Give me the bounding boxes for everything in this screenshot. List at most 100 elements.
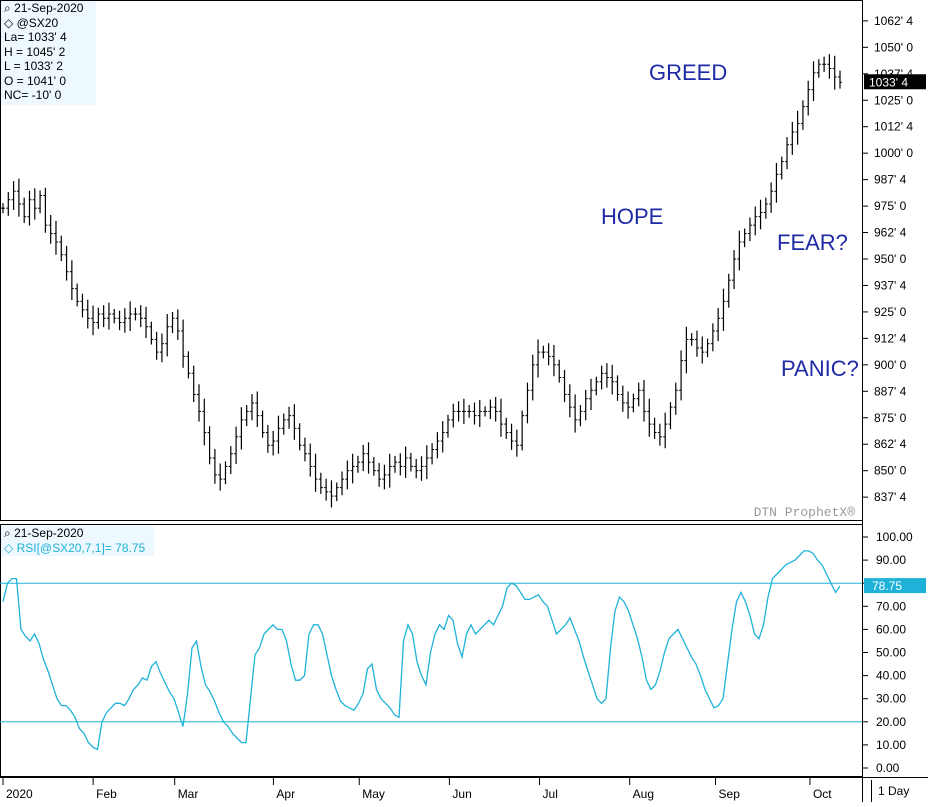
ohlc-bar [758,199,763,230]
ohlc-bar [589,378,594,411]
ohlc-bar [779,156,784,180]
ohlc-bar [573,394,578,433]
price-y-tick-label: 1012' 4 [874,120,913,134]
ohlc-bar [27,190,32,226]
ohlc-bar [769,182,774,213]
x-tick-label: Jul [543,787,558,801]
rsi-info-box: ⌕ 21-Sep-2020 ◇ RSI[@SX20,7,1]= 78.75 [1,526,154,556]
ohlc-bar [747,217,752,242]
ohlc-bar [567,384,572,418]
ohlc-bar [43,187,48,233]
info-symbol: ◇ @SX20 [4,15,59,30]
x-tick-label: Aug [633,787,654,801]
ohlc-bar [430,443,435,465]
ohlc-bar [721,288,726,331]
ohlc-bar [59,235,64,262]
ohlc-bar [615,375,620,401]
ohlc-bar [456,401,461,422]
diamond-icon: ◇ [4,15,14,30]
ohlc-bar [626,391,631,419]
ohlc-bar [763,197,768,219]
ohlc-bar [753,206,758,236]
x-tick-label: Mar [178,787,199,801]
ohlc-bar [795,110,800,145]
info-high: H = 1045' 2 [4,44,66,59]
ohlc-bar [313,453,318,492]
rsi-y-tick-label: 60.00 [876,622,906,636]
ohlc-bar [101,305,106,328]
ohlc-bar [16,178,21,217]
ohlc-bar [117,310,122,331]
ohlc-bar [557,359,562,383]
ohlc-bar [159,333,164,363]
price-panel-frame [0,0,863,521]
ohlc-bar [138,305,143,328]
ohlc-bar [488,399,493,420]
ohlc-bar [806,80,811,116]
panic-annotation: PANIC? [781,356,859,381]
ohlc-bar [244,405,249,427]
ohlc-bar [393,455,398,473]
greed-annotation: GREED [649,60,727,85]
ohlc-bar [197,384,202,422]
ohlc-bar [186,351,191,379]
ohlc-bar [366,442,371,474]
ohlc-bar [594,376,599,396]
ohlc-bar [64,245,69,281]
ohlc-bar [790,121,795,155]
ohlc-bar [679,350,684,401]
ohlc-bar [387,453,392,488]
price-y-tick-label: 900' 0 [874,358,907,372]
ohlc-bar [424,445,429,480]
ohlc-bar [610,364,615,395]
ohlc-bar [520,410,525,451]
ohlc-bar [700,336,705,364]
ohlc-bar [414,458,419,479]
ohlc-bar [408,452,413,472]
ohlc-bar [1,203,5,214]
ohlc-bar [96,307,101,329]
rsi-y-tick-label: 20.00 [876,715,906,729]
price-y-tick-label: 1062' 4 [874,14,913,28]
price-y-tick-label: 1050' 0 [874,40,913,54]
rsi-value-tag-text: 78.75 [872,579,902,593]
timeframe-label[interactable]: 1 Day [878,784,909,798]
price-y-tick-label: 962' 4 [874,226,907,240]
price-y-tick-label: 950' 0 [874,252,907,266]
ohlc-bar [551,344,556,377]
ohlc-bar [472,402,477,425]
ohlc-bar [578,405,583,427]
ohlc-bar [445,414,450,438]
ohlc-bar [689,333,694,346]
ohlc-bar [170,311,175,334]
ohlc-bar [297,423,302,451]
ohlc-bar [361,444,366,472]
ohlc-bar [710,323,715,352]
ohlc-bar [48,214,53,244]
price-y-tick-label: 850' 0 [874,464,907,478]
ohlc-bar [398,453,403,476]
rsi-y-tick-label: 10.00 [876,738,906,752]
ohlc-bar [334,482,339,502]
ohlc-bar [504,417,509,439]
info-net-change: NC= -10' 0 [4,88,62,102]
rsi-value-tag: 78.75 [864,578,926,594]
ohlc-bar [345,460,350,490]
ohlc-bar [38,190,43,214]
info-low: L = 1033' 2 [4,59,63,73]
rsi-info-label: ◇ RSI[@SX20,7,1]= 78.75 [4,540,146,555]
ohlc-bar [350,453,355,484]
ohlc-bar [647,398,652,437]
ohlc-bar [641,380,646,422]
ohlc-bar [382,464,387,490]
date-x-axis: 2020 Feb Mar Apr May Jun Jul Aug Sep Oct [2,777,832,801]
fear-annotation: FEAR? [777,230,848,255]
ohlc-bar [276,415,281,454]
ohlc-bar [514,429,519,457]
rsi-y-tick-label: 90.00 [876,553,906,567]
price-y-tick-label: 1025' 0 [874,93,913,107]
crosshair-icon: ⌕ [4,526,11,540]
ohlc-bar [419,456,424,481]
ohlc-bar [668,402,673,430]
